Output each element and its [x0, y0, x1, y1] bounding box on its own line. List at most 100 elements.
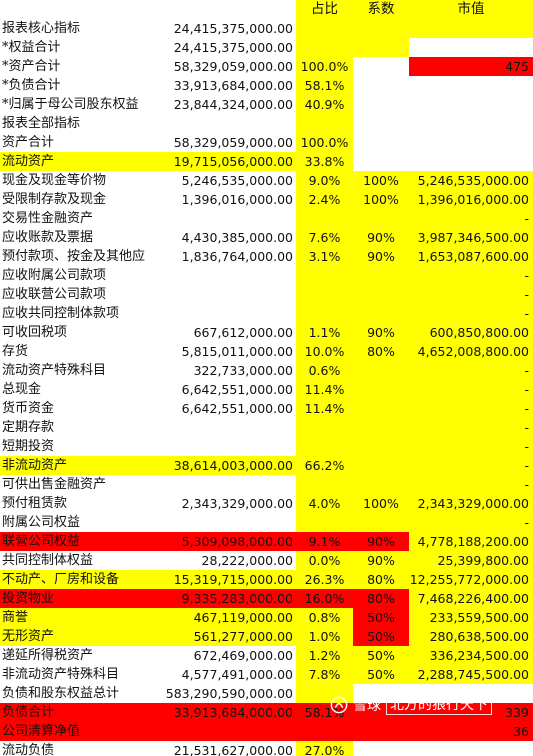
row-value: 24,415,375,000.00 [173, 40, 293, 55]
row-market-value: 1,396,016,000.00 [409, 190, 533, 209]
row-ratio: 0.6% [296, 361, 353, 380]
row-ratio: 10.0% [296, 342, 353, 361]
row-coef: 50% [353, 646, 409, 665]
row-coef [353, 722, 409, 741]
row-label: 报表全部指标 [2, 116, 81, 131]
table-row: 报表全部指标 [0, 114, 533, 133]
row-label: 短期投资 [2, 439, 55, 454]
table-row: 可供出售金融资产 - [0, 475, 533, 494]
row-label: 预付租赁款 [2, 496, 68, 511]
row-market-value: - [409, 304, 533, 323]
row-value: 28,222,000.00 [201, 553, 293, 568]
table-row: 公司清算净值 36 [0, 722, 533, 741]
row-coef [353, 152, 409, 171]
row-value: 1,396,016,000.00 [181, 192, 293, 207]
table-row: 联营公司权益 5,309,098,000.00 9.1% 90% 4,778,188,2… [0, 532, 533, 551]
row-label: 公司清算净值 [0, 722, 165, 741]
row-market-value [409, 114, 533, 133]
row-label: 非流动资产 [0, 456, 165, 475]
row-coef [353, 285, 409, 304]
row-ratio: 33.8% [296, 152, 353, 171]
table-row: 共同控制体权益 28,222,000.00 0.0% 90% 25,399,800.00 [0, 551, 533, 570]
row-value [165, 209, 296, 228]
row-ratio: 1.1% [296, 323, 353, 342]
row-market-value: - [409, 475, 533, 494]
row-market-value [409, 19, 533, 38]
row-coef: 90% [353, 228, 409, 247]
row-coef: 100% [353, 190, 409, 209]
row-value: 2,343,329,000.00 [181, 496, 293, 511]
row-coef: 100% [353, 171, 409, 190]
table-row: 可收回税项 667,612,000.00 1.1% 90% 600,850,800.00 [0, 323, 533, 342]
row-value [165, 304, 296, 323]
row-value: 33,913,684,000.00 [173, 78, 293, 93]
row-value: 4,577,491,000.00 [181, 667, 293, 682]
table-row: 存货 5,815,011,000.00 10.0% 80% 4,652,008,800.… [0, 342, 533, 361]
table-row: 无形资产 561,277,000.00 1.0% 50% 280,638,500.00 [0, 627, 533, 646]
row-ratio: 58.1% [296, 76, 353, 95]
table-row: 非流动资产 38,614,003,000.00 66.2% - [0, 456, 533, 475]
row-ratio: 3.1% [296, 247, 353, 266]
table-row: 应收账款及票据 4,430,385,000.00 7.6% 90% 3,987,346,… [0, 228, 533, 247]
row-market-value: 339 [409, 703, 533, 722]
row-market-value: - [409, 437, 533, 456]
row-market-value [409, 133, 533, 152]
xueqiu-watermark: 雪球 北方的狼行天下 [330, 694, 533, 716]
row-ratio: 66.2% [296, 456, 353, 475]
row-label: 负债和股东权益总计 [2, 686, 120, 701]
table-row: 定期存款 - [0, 418, 533, 437]
row-value: 583,290,590,000.00 [165, 686, 293, 701]
row-label: 定期存款 [2, 420, 55, 435]
row-coef [353, 456, 409, 475]
row-ratio: 27.0% [296, 741, 353, 756]
row-market-value: - [409, 209, 533, 228]
row-value [165, 513, 296, 532]
row-ratio [296, 437, 353, 456]
row-coef [353, 19, 409, 38]
row-ratio: 7.8% [296, 665, 353, 684]
row-ratio [296, 38, 353, 57]
row-value: 5,309,098,000.00 [165, 532, 296, 551]
table-row: 货币资金 6,642,551,000.00 11.4% - [0, 399, 533, 418]
row-ratio: 100.0% [296, 57, 353, 76]
row-market-value: 36 [409, 722, 533, 741]
row-value [165, 475, 296, 494]
row-value: 6,642,551,000.00 [181, 401, 293, 416]
row-label: 共同控制体权益 [2, 553, 94, 568]
row-ratio [296, 475, 353, 494]
row-coef: 80% [353, 589, 409, 608]
row-ratio: 1.0% [296, 627, 353, 646]
row-ratio: 11.4% [296, 399, 353, 418]
watermark-handle: 北方的狼行天下 [386, 695, 492, 715]
row-label: 不动产、厂房和设备 [0, 570, 165, 589]
row-value [165, 114, 296, 133]
row-coef [353, 513, 409, 532]
row-market-value [409, 76, 533, 95]
row-value: 5,246,535,000.00 [181, 173, 293, 188]
row-ratio [296, 285, 353, 304]
row-coef [353, 437, 409, 456]
table-row: 预付租赁款 2,343,329,000.00 4.0% 100% 2,343,329,0… [0, 494, 533, 513]
row-label: 受限制存款及现金 [2, 192, 107, 207]
row-market-value: - [409, 361, 533, 380]
row-ratio: 40.9% [296, 95, 353, 114]
row-ratio [296, 722, 353, 741]
table-row: *资产合计 58,329,059,000.00 100.0% 475 [0, 57, 533, 76]
table-body: 报表核心指标 24,415,375,000.00 *权益合计 24,415,375,0… [0, 19, 533, 756]
row-value [165, 266, 296, 285]
row-label: 资产合计 [2, 135, 55, 150]
row-label: 存货 [2, 344, 29, 359]
row-coef: 90% [353, 551, 409, 570]
row-coef [353, 266, 409, 285]
table-row: 受限制存款及现金 1,396,016,000.00 2.4% 100% 1,396,01… [0, 190, 533, 209]
row-label: 附属公司权益 [2, 515, 81, 530]
row-coef [353, 475, 409, 494]
row-market-value: 3,987,346,500.00 [409, 228, 533, 247]
row-ratio: 0.8% [296, 608, 353, 627]
row-market-value: 12,255,772,000.00 [409, 570, 533, 589]
row-label: 预付款项、按金及其他应 [2, 249, 146, 264]
row-coef: 90% [353, 532, 409, 551]
row-coef [353, 114, 409, 133]
row-coef [353, 380, 409, 399]
header-blank-value [165, 0, 296, 19]
